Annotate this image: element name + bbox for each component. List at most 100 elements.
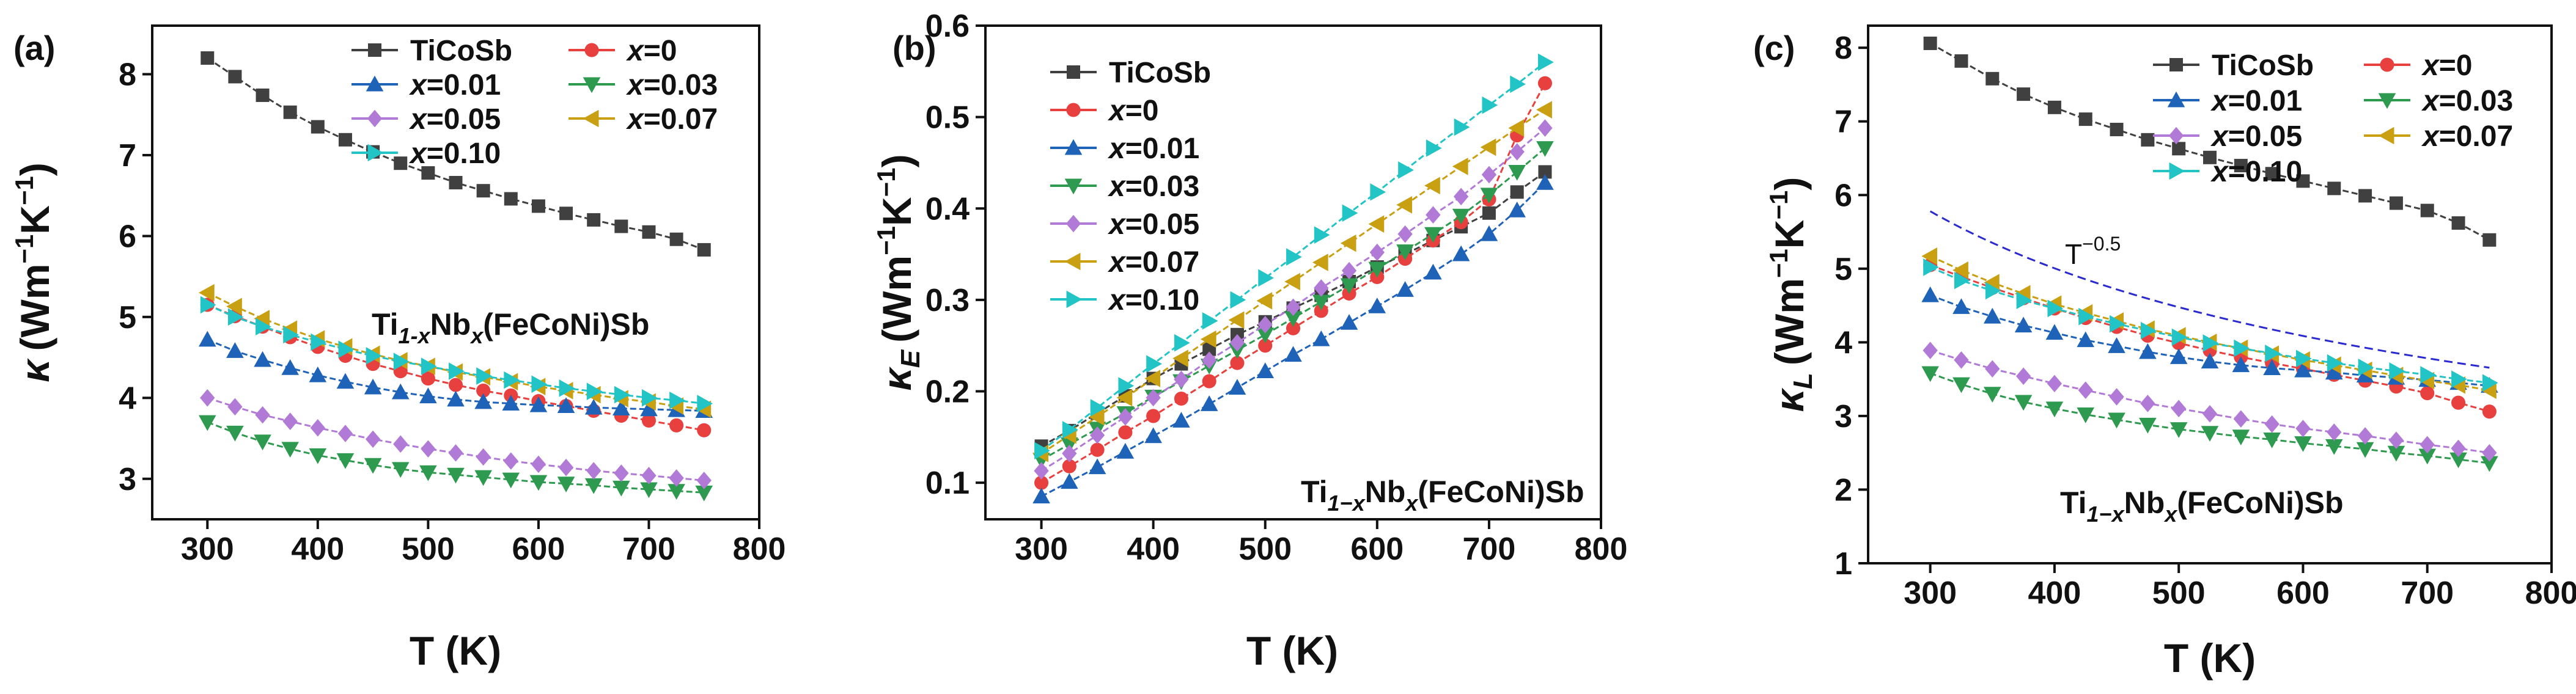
panel-a-series-x-0-10-point xyxy=(586,382,603,401)
panel-a-legend: TiCoSb x=0 x=0.01 x=0.03 x=0.05 x=0.07 x=0.10 xyxy=(351,35,718,170)
panel-b-series-x-0-05-point xyxy=(1146,389,1161,407)
panel-a-legend-x-0-marker xyxy=(584,43,599,57)
panel-b-series-x-0-05-point xyxy=(1174,370,1189,389)
panel-b-legend-x-0-03-marker xyxy=(1064,178,1083,195)
panel-b-legend-x-0-10-label: x=0.10 xyxy=(1107,284,1199,316)
panel-c-series-x-0-03-point xyxy=(2481,456,2498,472)
panel-c-legend-x-0-05: x=0.05 xyxy=(2153,120,2302,153)
panel-a-series-x-0-05-point xyxy=(393,435,408,453)
panel-c-series-ticosb-line xyxy=(1929,42,2490,241)
panel-c-series-x-0-01-point xyxy=(2077,331,2095,348)
panel-a-series-x-0-03-point xyxy=(529,475,548,491)
panel-b-legend-x-0-01-label: x=0.01 xyxy=(1107,133,1199,165)
panel-b-legend-x-0-01-marker xyxy=(1064,139,1083,155)
panel-c-series xyxy=(1921,36,2498,472)
panel-a-letter: (a) xyxy=(13,29,55,67)
panel-a-series-x-0-10-point xyxy=(642,389,658,407)
panel-c-series-ticosb-point xyxy=(1954,54,1968,68)
panel-b-ytick-label: 0.4 xyxy=(926,191,970,227)
panel-c-series-x-0-07-point xyxy=(1921,247,1938,265)
panel-a-legend-x-0-05-label: x=0.05 xyxy=(408,103,501,136)
panel-b-xlabel: T (K) xyxy=(1246,628,1338,673)
panel-a-series-ticosb-point xyxy=(311,120,325,134)
panel-c-series-ticosb-point xyxy=(1923,36,1937,50)
panel-b-series-x-0-05-point xyxy=(1426,206,1441,224)
panel-c-series-x-0-03-point xyxy=(2449,452,2467,469)
panel-b-series-ticosb-point xyxy=(1482,206,1496,220)
panel-c-series-x-0-03-point xyxy=(2232,429,2250,445)
panel-c-ylabel-symbol: κ xyxy=(1767,387,1812,412)
panel-c-series-x-0-03-point xyxy=(1952,377,1970,393)
panel-c-series-ticosb-point xyxy=(2078,112,2092,126)
panel-c-series-x-0-10-point xyxy=(1985,282,2001,300)
panel-b-legend-x-0-07-marker xyxy=(1064,252,1081,271)
panel-b-legend-x-0-07: x=0.07 xyxy=(1050,246,1199,279)
panel-c-series-ticosb-point xyxy=(1985,71,2000,86)
panel-b-series-x-0-03-point xyxy=(1396,244,1414,260)
panel-b-series-x-0-03-point xyxy=(1424,227,1442,243)
panel-c-series-x-0-10-point xyxy=(2110,315,2125,333)
panel-a-series-x-0-10-point xyxy=(366,347,382,365)
panel-c-series-x-0-10-point xyxy=(2389,362,2405,380)
panel-a-series-x-0-10-point xyxy=(559,379,575,397)
panel-b-series-x-0-10-point xyxy=(1202,312,1218,330)
panel-b-series-x-0-07-point xyxy=(1228,311,1245,329)
panel-b-legend-x-0-05-marker xyxy=(1065,214,1081,233)
panel-c-series-x-0-10-point xyxy=(2234,339,2250,357)
panel-a-annot-post: (FeCoNi)Sb xyxy=(483,307,649,342)
panel-c-series-x-0-10-point xyxy=(2420,366,2437,384)
panel-c-legend-x-0-01-marker xyxy=(2167,91,2185,108)
panel-a-legend-ticosb-label: TiCoSb xyxy=(410,35,512,67)
panel-b-series-x-0-01-point xyxy=(1368,298,1386,313)
panel-b-series-x-0-01-point xyxy=(1452,245,1470,261)
panel-b-legend-x-0-10: x=0.10 xyxy=(1050,284,1199,316)
panel-a-series-x-0-10-point xyxy=(531,375,548,393)
panel-c-series-x-0-10-point xyxy=(2016,291,2033,309)
panel-c-series-x-0-01-point xyxy=(2139,343,2157,359)
panel-a-series-x-0-05-point xyxy=(310,419,325,437)
panel-c-series-ticosb-point xyxy=(2389,196,2403,210)
panel-c-annot-sub: 1−x xyxy=(2087,502,2125,527)
panel-c-series-x-0-05-point xyxy=(2482,444,2497,462)
panel-b-series-x-0-05-point xyxy=(1369,243,1385,261)
panel-c-xtick-label: 500 xyxy=(2152,575,2206,611)
panel-b-xtick-label: 500 xyxy=(1238,531,1292,567)
panel-c-series-x-0-01-point xyxy=(1952,298,1970,314)
panel-c-series-x-0-05-point xyxy=(2078,381,2093,400)
panel-b-series-x-0-07-point xyxy=(1256,292,1273,310)
panel-b-series-x-0-10-point xyxy=(1342,204,1358,222)
panel-c-legend-x-0-03-marker xyxy=(2378,93,2396,109)
panel-c-legend-x-0-10-label: x=0.10 xyxy=(2210,156,2302,188)
panel-a-series-x-0-01-point xyxy=(613,400,630,415)
panel-a-series-ticosb-point xyxy=(531,199,545,213)
panel-b-ylabel-exp1: −1 xyxy=(872,226,900,255)
panel-a-legend-x-0-01-marker xyxy=(366,75,384,92)
panel-c-series-x-0-01-point xyxy=(2232,356,2250,373)
panel-c-ytick-label: 8 xyxy=(1834,31,1852,66)
panel-a-series-x-0-01-point xyxy=(474,393,492,409)
panel-b-series-x-0-07-point xyxy=(1312,254,1328,271)
panel-b-legend-x-0-03-label: x=0.03 xyxy=(1107,170,1199,203)
panel-c-annotation: Ti1−xNbx(FeCoNi)Sb xyxy=(2060,486,2344,527)
panel-c-reference-label: T−0.5 xyxy=(2065,233,2121,270)
panel-b-series-x-0-03-point xyxy=(1312,294,1330,311)
panel-c-series-x-0-01-point xyxy=(2201,352,2219,369)
panel-a-series-x-0-05-point xyxy=(641,467,657,484)
panel-a-series-x-0-05-point xyxy=(200,389,215,407)
panel-c-series-x-0-05-point xyxy=(2171,400,2187,418)
panel-b-series-ticosb-point xyxy=(1510,185,1524,199)
panel-b-series-x-0-01-point xyxy=(1340,313,1358,330)
panel-a-series-x-0-10-point xyxy=(227,308,244,326)
panel-b-series-x-0-05-point xyxy=(1286,298,1301,316)
panel-a-legend-x-0-10: x=0.10 xyxy=(351,137,501,170)
panel-c-legend-x-0-07-marker xyxy=(2378,126,2394,145)
panel-b-series-x-0-01-point xyxy=(1284,346,1302,362)
panel-a-series-ticosb-point xyxy=(559,206,573,221)
panel-c-series-x-0-05-point xyxy=(2388,431,2404,449)
panel-c-series-x-0-10-point xyxy=(2078,307,2095,326)
panel-c-series-x-0-03 xyxy=(1921,366,2498,472)
panel-c-series-x-0-05-point xyxy=(2420,436,2435,454)
panel-a-annot-sub: 1-x xyxy=(399,323,432,348)
panel-a-series-x-0-01-point xyxy=(198,331,216,347)
panel-c-series-x-0-05-point xyxy=(2047,374,2063,393)
